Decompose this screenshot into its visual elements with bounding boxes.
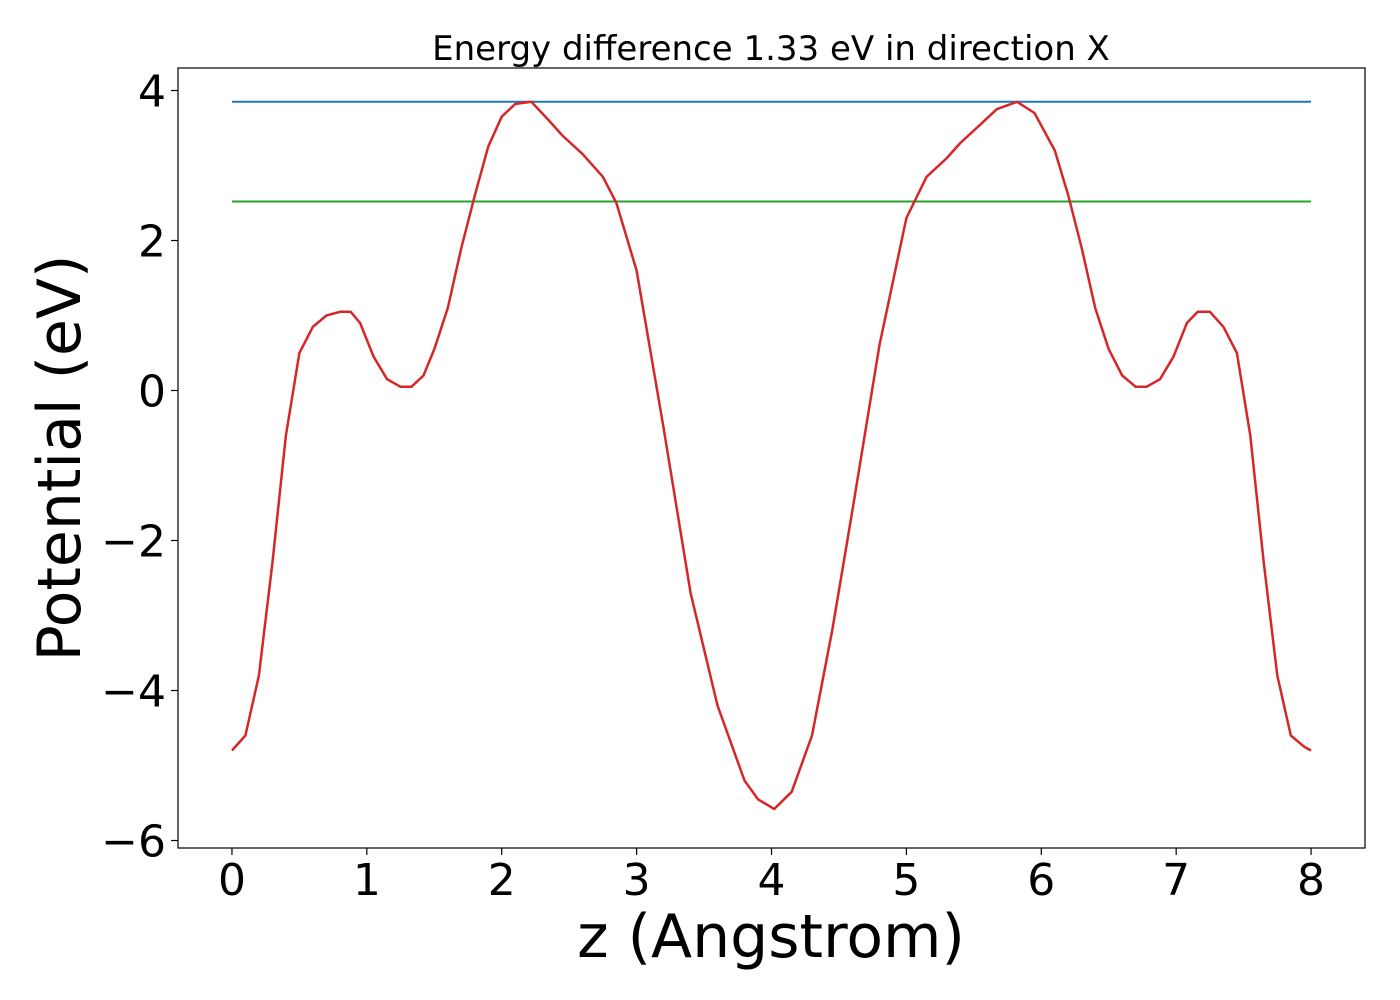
x-tick-label: 4 (758, 855, 786, 906)
x-tick-label: 2 (488, 855, 516, 906)
x-tick-label: 3 (623, 855, 651, 906)
chart-title: Energy difference 1.33 eV in direction X (432, 29, 1110, 69)
x-tick-label: 6 (1027, 855, 1055, 906)
y-tick-label: 4 (138, 67, 166, 118)
x-tick-label: 0 (218, 855, 246, 906)
potential-curve (231, 100, 1312, 811)
x-tick-label: 8 (1297, 855, 1325, 906)
y-tick-label: 0 (138, 367, 166, 418)
x-tick-label: 5 (892, 855, 920, 906)
y-axis: −6 −4 −2 0 2 4 (101, 67, 178, 868)
y-tick-label: 2 (138, 217, 166, 268)
plot-area (231, 100, 1312, 811)
x-tick-label: 1 (353, 855, 381, 906)
x-tick-label: 7 (1162, 855, 1190, 906)
y-tick-label: −4 (101, 667, 166, 718)
x-axis-label: z (Angstrom) (577, 902, 965, 972)
x-axis: 0 1 2 3 4 5 6 7 8 (218, 848, 1325, 906)
y-tick-label: −2 (101, 517, 166, 568)
y-axis-label: Potential (eV) (25, 255, 95, 662)
y-tick-label: −6 (101, 817, 166, 868)
